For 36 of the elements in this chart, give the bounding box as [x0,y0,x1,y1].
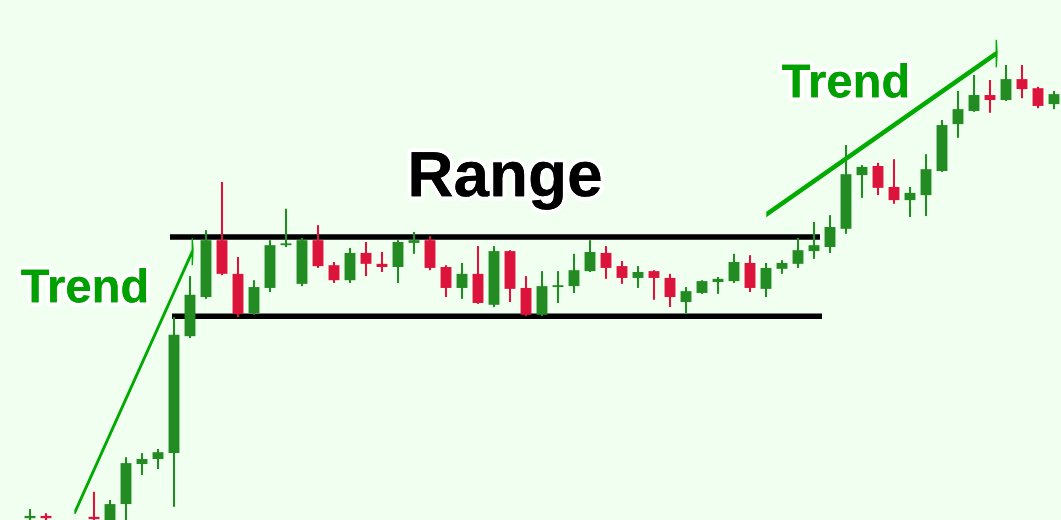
candlestick [328,260,340,284]
candlestick [104,498,116,520]
candlestick [872,161,884,197]
candlestick [856,164,868,199]
candlestick [664,272,676,309]
candlestick [952,89,964,139]
candlestick [456,261,468,300]
candlestick [808,220,820,260]
candlestick [408,230,420,255]
candlestick [760,261,772,299]
candlestick [968,73,980,113]
candlestick [680,286,692,315]
candlestick [824,214,836,254]
annotation: Range [411,152,601,210]
candlestick [360,240,372,278]
candlestick [552,270,564,305]
candlestick [1048,89,1060,111]
candlestick [568,252,580,294]
candlestick [280,207,292,249]
candlestick [648,269,660,301]
candlestick [888,158,900,205]
candlestick [1000,63,1012,102]
candlestick [600,245,612,280]
candlestick [616,260,628,285]
candlestick [440,264,452,299]
candlestick [632,265,644,289]
candlestick [584,239,596,274]
candlestick [136,452,148,476]
candlestick [1032,85,1044,110]
candlestick [1016,63,1028,100]
candlestick [152,447,164,471]
candlestick [984,78,996,114]
candlestick [728,252,740,284]
candlestick [792,236,804,269]
annotation: Trend [782,62,908,98]
annotation: Trend [21,267,147,303]
